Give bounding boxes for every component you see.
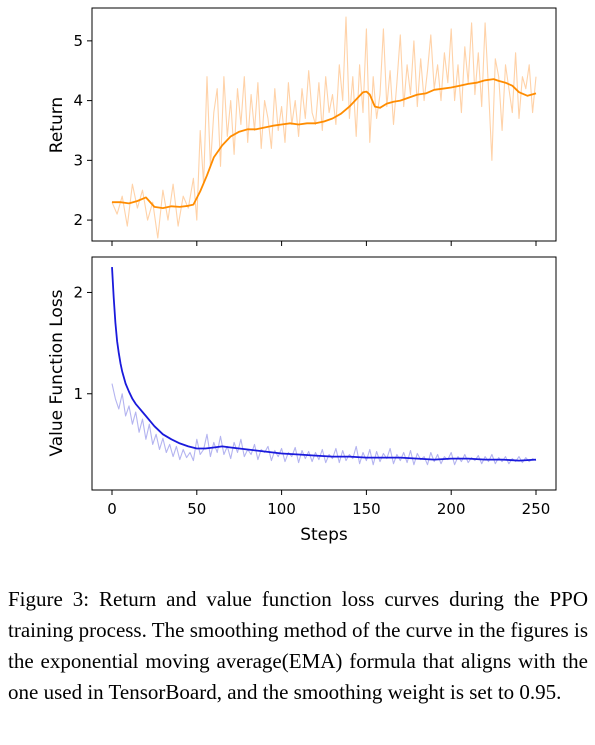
value-loss-xtick-label: 200: [437, 500, 466, 518]
return-plot-frame: [91, 7, 557, 242]
return-raw-line: [111, 16, 537, 239]
value-loss-ytick-label: 1: [73, 385, 83, 403]
value-loss-xtick-label: 0: [107, 500, 117, 518]
figure-caption: Figure 3: Return and value function loss…: [8, 587, 588, 704]
return-chart: 2 3 4 5 Return: [47, 7, 557, 246]
return-ytick-label: 5: [73, 32, 83, 50]
value-loss-ylabel: Value Function Loss: [47, 289, 67, 456]
steps-xlabel: Steps: [300, 525, 348, 545]
value-loss-xtick-label: 250: [522, 500, 551, 518]
return-ytick-label: 2: [73, 211, 83, 229]
return-smoothed-line: [112, 78, 537, 210]
value-loss-ytick-label: 2: [73, 283, 83, 301]
value-loss-xtick-label: 50: [187, 500, 206, 518]
value-loss-xtick-label: 150: [352, 500, 381, 518]
return-ytick-label: 3: [73, 151, 83, 169]
value-loss-plot-frame: [91, 256, 557, 491]
value-loss-chart: 1 2 0 50 100 150 200 250 Value Function Loss St…: [47, 256, 557, 545]
value-loss-smoothed-line: [111, 267, 537, 462]
value-loss-xtick-label: 100: [267, 500, 296, 518]
value-loss-raw-line: [111, 383, 537, 466]
return-ytick-label: 4: [73, 92, 83, 110]
return-ylabel: Return: [47, 97, 67, 153]
figure: 2 3 4 5 Return 1 2 0 50 100 150 200 250 Value Func…: [47, 7, 557, 545]
